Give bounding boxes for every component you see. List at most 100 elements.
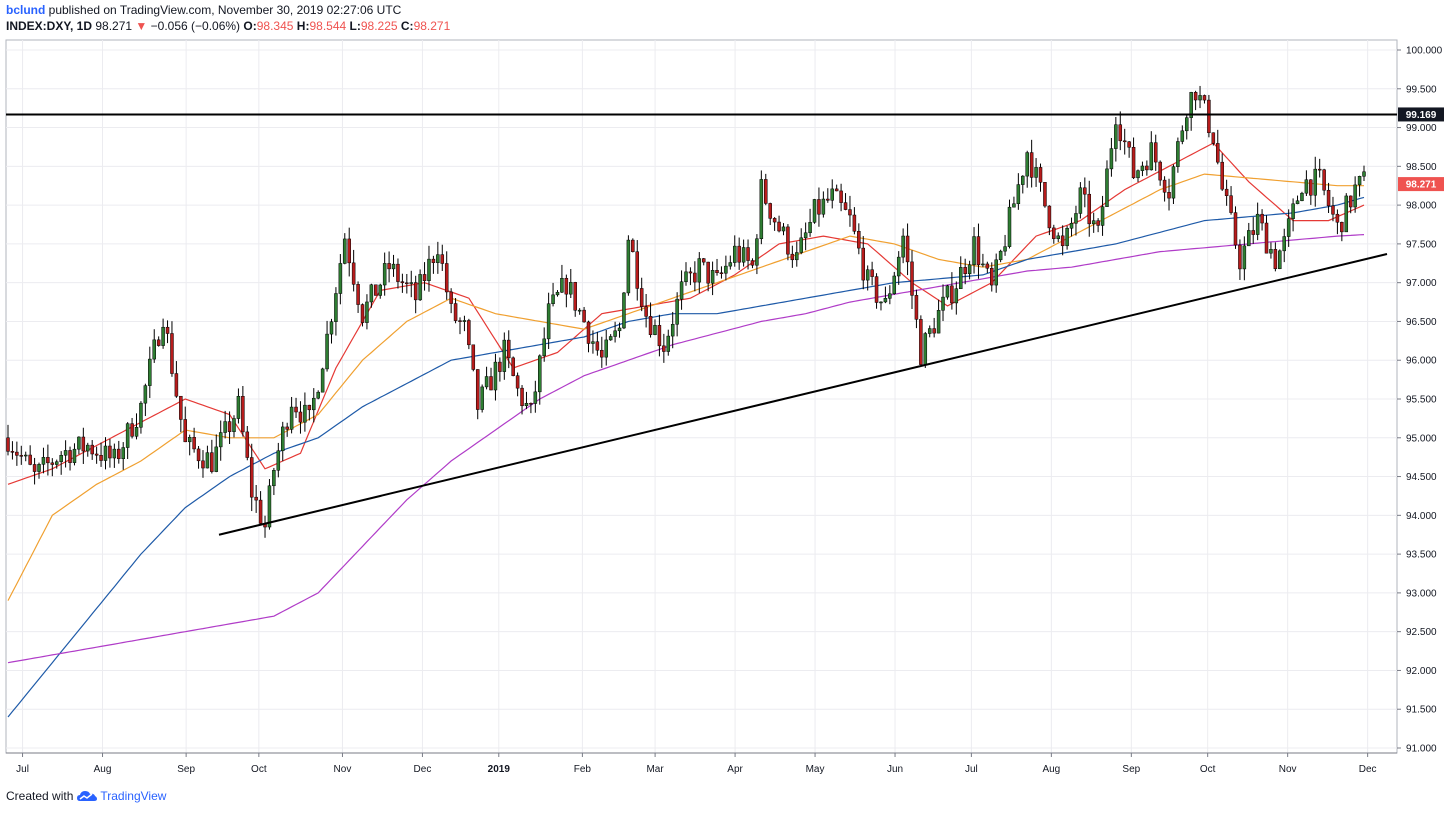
candle-body — [179, 395, 183, 420]
candle-body — [1220, 161, 1224, 190]
candle-body — [932, 328, 936, 334]
candle-body — [1255, 213, 1260, 235]
candle-body — [653, 325, 657, 335]
candle-body — [1313, 168, 1318, 196]
x-tick-label: Aug — [1042, 764, 1060, 775]
candle-body — [1295, 200, 1300, 205]
candle-body — [422, 274, 427, 281]
candle-body — [515, 375, 520, 389]
candle-body — [1211, 132, 1216, 144]
candle-body — [338, 263, 343, 294]
candle-body — [294, 406, 298, 413]
drawn-lines[interactable] — [6, 113, 1397, 536]
author-name[interactable]: bclund — [6, 3, 46, 17]
candle-body — [1353, 184, 1357, 208]
candle-body — [693, 272, 697, 283]
candle-body — [786, 226, 790, 255]
candle-body — [1291, 203, 1295, 219]
candle-body — [480, 386, 484, 410]
candle-body — [972, 236, 976, 266]
candle-body — [329, 321, 334, 335]
candle-body — [289, 406, 294, 430]
candle-body — [307, 404, 312, 411]
tradingview-brand[interactable]: TradingView — [77, 789, 166, 803]
candle-body — [347, 238, 351, 264]
close-label: C: — [400, 19, 414, 33]
x-tick-label: Sep — [1122, 764, 1140, 775]
y-tick-label: 92.500 — [1406, 627, 1437, 638]
candle-body — [148, 358, 152, 386]
candle-body — [750, 260, 755, 266]
candle-body — [874, 276, 879, 303]
candle-body — [475, 369, 480, 410]
candle-body — [10, 451, 15, 453]
candle-body — [77, 436, 81, 450]
candle-body — [484, 376, 489, 388]
x-tick-label: Jul — [16, 764, 29, 775]
publish-info: bclund published on TradingView.com, Nov… — [6, 3, 401, 17]
candle-body — [94, 453, 99, 456]
candle-body — [524, 402, 529, 407]
candle-body — [267, 485, 272, 528]
candle-body — [1189, 92, 1193, 118]
candle-body — [1131, 147, 1136, 179]
candle-body — [37, 464, 41, 472]
candle-body — [205, 452, 210, 469]
candle-body — [396, 263, 400, 282]
candle-body — [715, 270, 719, 273]
candle-body — [843, 202, 848, 210]
candle-body — [351, 262, 356, 285]
candle-body — [59, 454, 63, 462]
candle-body — [958, 267, 963, 289]
price-axis[interactable]: 100.000 99.500 99.000 98.500 98.000 97.500 97.… — [1397, 46, 1444, 755]
candle-body — [258, 499, 263, 524]
candle-body — [1322, 169, 1326, 191]
candle-body — [963, 267, 967, 274]
symbol-label: INDEX:DXY, 1D — [6, 19, 93, 33]
time-axis[interactable]: Jul Aug Sep Oct Nov Dec 2019 Feb Mar Apr May Jun Jul… — [6, 752, 1397, 775]
moving-average-line — [7, 173, 1364, 601]
candle-body — [1362, 171, 1366, 177]
candle-body — [201, 460, 205, 469]
candle-body — [298, 411, 303, 423]
candle-body — [1029, 152, 1034, 178]
candle-body — [130, 423, 134, 437]
close-value: 98.271 — [413, 19, 451, 33]
candle-body — [945, 285, 950, 298]
candle-body — [46, 457, 50, 464]
candle-body — [817, 199, 821, 215]
candle-body — [436, 254, 440, 263]
candle-body — [187, 437, 192, 443]
candle-body — [1317, 168, 1322, 171]
candle-body — [68, 450, 72, 463]
candle-body — [985, 263, 990, 269]
candle-body — [90, 444, 94, 455]
x-tick-label: Dec — [1359, 764, 1377, 775]
candle-body — [688, 271, 693, 274]
moving-average-line — [7, 234, 1365, 664]
candle-body — [125, 423, 130, 448]
candle-body — [1344, 195, 1349, 233]
candle-body — [631, 239, 635, 252]
candle-body — [232, 418, 236, 432]
candle-body — [737, 245, 741, 263]
candle-body — [192, 437, 196, 450]
candle-body — [272, 469, 276, 487]
candle-body — [1233, 212, 1238, 246]
x-tick-label: Nov — [1279, 764, 1297, 775]
candle-body — [1122, 140, 1127, 143]
candle-body — [1348, 195, 1353, 208]
y-tick-label: 96.000 — [1406, 356, 1437, 367]
candle-body — [896, 256, 901, 277]
candle-body — [520, 387, 524, 407]
candle-body — [941, 296, 945, 311]
candle-body — [839, 190, 843, 203]
candle-body — [600, 349, 604, 358]
candle-body — [360, 304, 365, 323]
y-tick-label: 97.500 — [1406, 239, 1437, 250]
candle-body — [431, 258, 436, 263]
candle-body — [591, 341, 595, 344]
candle-body — [356, 284, 360, 305]
x-tick-label: Feb — [574, 764, 592, 775]
